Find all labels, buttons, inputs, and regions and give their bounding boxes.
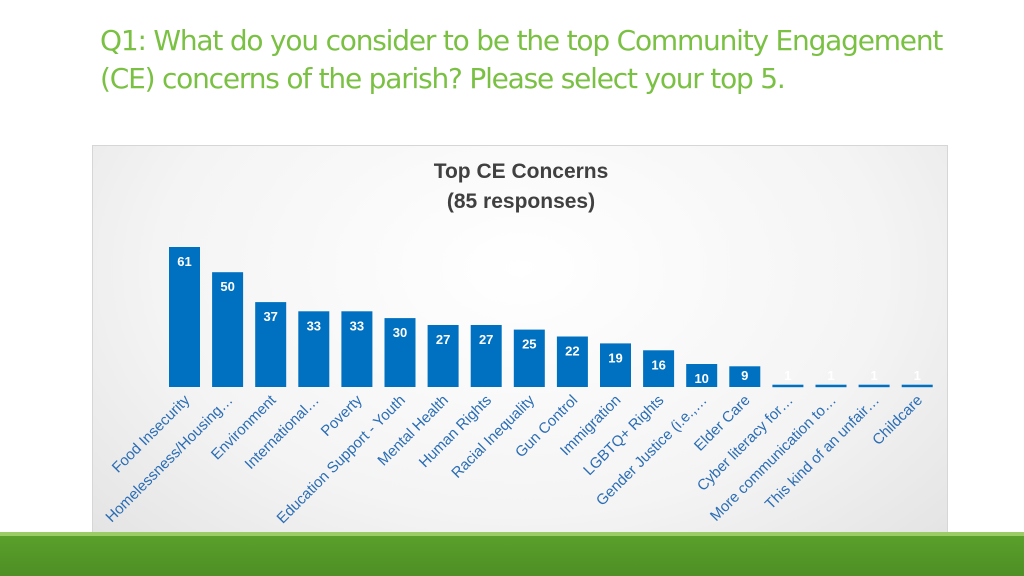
bar	[729, 366, 761, 387]
chart-subtitle: (85 responses)	[447, 190, 595, 213]
bar-value-label: 9	[741, 368, 748, 383]
bar	[470, 325, 502, 387]
bar	[556, 336, 588, 387]
slide-title: Q1: What do you consider to be the top C…	[100, 24, 943, 95]
bar-value-label: 16	[651, 357, 665, 372]
bar-value-label: 33	[307, 318, 321, 333]
bar	[901, 384, 933, 388]
bar-value-label: 27	[436, 332, 450, 347]
bar	[341, 311, 373, 387]
bar	[255, 302, 287, 387]
bar-value-label: 33	[350, 318, 364, 333]
bar-value-label: 30	[393, 325, 407, 340]
bar-value-label: 61	[177, 254, 191, 269]
bar-value-label: 37	[263, 309, 277, 324]
bar-value-label: 19	[608, 350, 622, 365]
bar-value-label: 25	[522, 337, 536, 352]
bar	[643, 350, 675, 387]
bar-chart: Top CE Concerns (85 responses) 61 50 37 33 3…	[102, 160, 933, 527]
bar-value-label: 27	[479, 332, 493, 347]
bar-value-label: 1	[914, 368, 921, 383]
bar-value-label: 10	[694, 371, 708, 386]
category-labels-group: Food InsecurityHomelessness/Housing…Envi…	[102, 391, 926, 527]
bar	[858, 384, 890, 388]
bar	[298, 311, 330, 387]
bar	[212, 272, 244, 387]
bar	[427, 325, 459, 387]
bar-value-label: 50	[220, 279, 234, 294]
bar	[772, 384, 804, 388]
bar-value-label: 1	[827, 368, 834, 383]
bar	[513, 329, 545, 387]
bar-value-label: 22	[565, 344, 579, 359]
chart-panel: Top CE Concerns (85 responses) 61 50 37 33 3…	[92, 145, 948, 558]
bar-value-label: 1	[784, 368, 791, 383]
bar	[815, 384, 847, 388]
bars-group	[169, 247, 933, 388]
bar	[600, 343, 631, 387]
bar	[169, 247, 200, 387]
category-label: International…	[242, 392, 323, 473]
footer-band	[0, 532, 1024, 576]
value-labels-group: 61 50 37 33 33 30 27 27 25 22 19 16 10 9 1 1 1 1	[177, 254, 921, 386]
bar	[686, 364, 718, 387]
bar	[384, 318, 416, 387]
chart-title: Top CE Concerns	[434, 160, 609, 183]
bar-value-label: 1	[870, 368, 877, 383]
